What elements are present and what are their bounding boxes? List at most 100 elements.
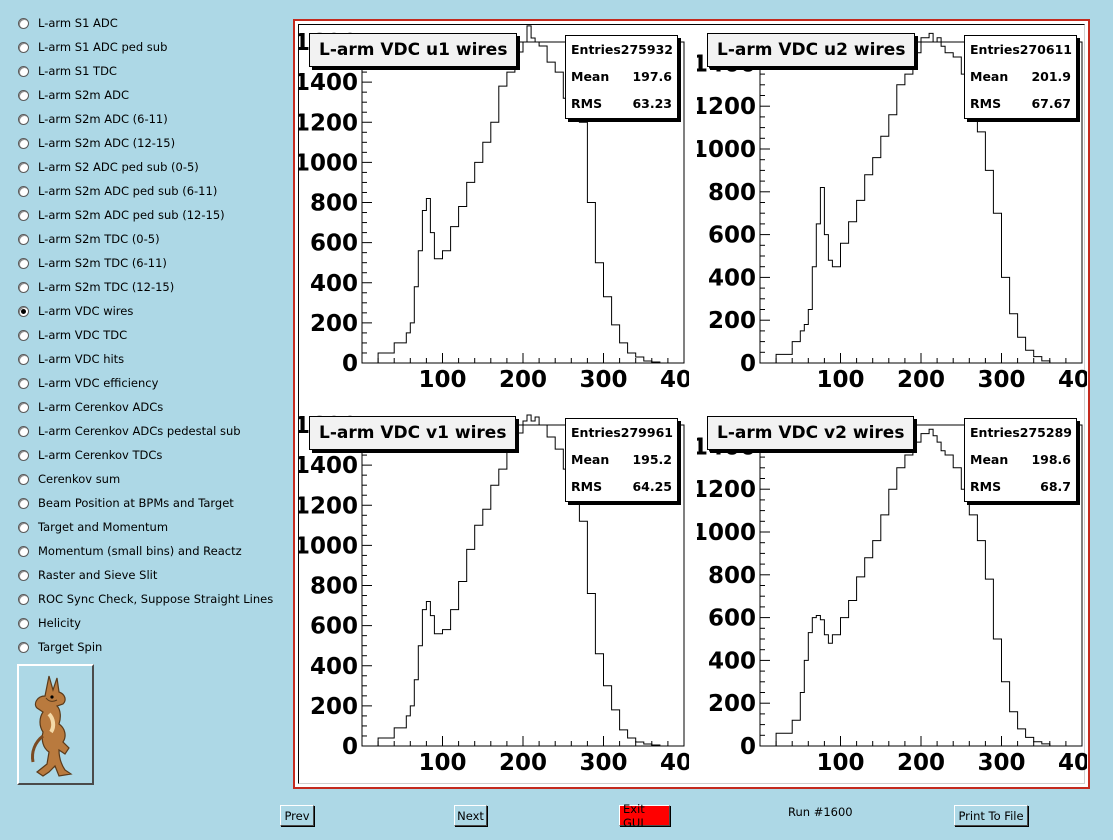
radio-option-label: L-arm Cerenkov TDCs: [38, 448, 163, 462]
radio-option[interactable]: L-arm VDC TDC: [18, 325, 127, 345]
radio-option[interactable]: Momentum (small bins) and Reactz: [18, 541, 242, 561]
radio-unchecked-icon[interactable]: [18, 377, 29, 389]
y-tick-label: 200: [708, 691, 756, 717]
radio-unchecked-icon[interactable]: [18, 257, 29, 269]
histogram-pad[interactable]: 1002003004000200400600800100012001400160…: [299, 408, 689, 791]
radio-option[interactable]: L-arm S2m ADC ped sub (12-15): [18, 205, 225, 225]
radio-unchecked-icon[interactable]: [18, 161, 29, 173]
x-tick-label: 100: [816, 750, 864, 776]
radio-unchecked-icon[interactable]: [18, 353, 29, 365]
radio-option[interactable]: L-arm S2m TDC (0-5): [18, 229, 160, 249]
radio-unchecked-icon[interactable]: [18, 65, 29, 77]
radio-option[interactable]: Helicity: [18, 613, 81, 633]
y-tick-label: 200: [708, 308, 756, 334]
next-button[interactable]: Next: [454, 805, 487, 826]
radio-option-label: Target Spin: [38, 640, 103, 654]
radio-option[interactable]: Raster and Sieve Slit: [18, 565, 157, 585]
stats-row-rms: RMS 68.7: [970, 477, 1071, 497]
radio-unchecked-icon[interactable]: [18, 41, 29, 53]
radio-unchecked-icon[interactable]: [18, 449, 29, 461]
radio-unchecked-icon[interactable]: [18, 545, 29, 557]
x-tick-label: 400: [660, 750, 689, 776]
stats-label: Mean: [970, 69, 1009, 84]
y-tick-label: 1200: [299, 493, 358, 519]
histogram-pad[interactable]: 1002003004000200400600800100012001400L-a…: [697, 25, 1087, 408]
stats-label: RMS: [571, 96, 603, 111]
radio-option[interactable]: L-arm S2 ADC ped sub (0-5): [18, 157, 199, 177]
logo-button[interactable]: [17, 664, 94, 785]
radio-unchecked-icon[interactable]: [18, 233, 29, 245]
radio-unchecked-icon[interactable]: [18, 425, 29, 437]
radio-unchecked-icon[interactable]: [18, 113, 29, 125]
radio-unchecked-icon[interactable]: [18, 521, 29, 533]
radio-option-label: L-arm S1 ADC ped sub: [38, 40, 168, 54]
canvas-inner: 1002003004000200400600800100012001400160…: [298, 24, 1087, 784]
radio-option[interactable]: L-arm Cerenkov TDCs: [18, 445, 162, 465]
print-to-file-button[interactable]: Print To File: [954, 805, 1028, 826]
radio-unchecked-icon[interactable]: [18, 89, 29, 101]
radio-option[interactable]: L-arm S2m TDC (6-11): [18, 253, 167, 273]
radio-unchecked-icon[interactable]: [18, 593, 29, 605]
radio-unchecked-icon[interactable]: [18, 209, 29, 221]
stats-value: 275289: [1019, 425, 1072, 440]
radio-checked-icon[interactable]: [18, 305, 29, 317]
x-tick-label: 400: [1058, 750, 1087, 776]
radio-unchecked-icon[interactable]: [18, 185, 29, 197]
stats-value: 275932: [620, 42, 673, 57]
radio-option[interactable]: Target Spin: [18, 637, 102, 657]
radio-unchecked-icon[interactable]: [18, 569, 29, 581]
histogram-canvas[interactable]: 1002003004000200400600800100012001400160…: [293, 19, 1090, 789]
histogram-pad[interactable]: 1002003004000200400600800100012001400L-a…: [697, 408, 1087, 791]
radio-option[interactable]: L-arm S2m TDC (12-15): [18, 277, 174, 297]
radio-option[interactable]: L-arm Cerenkov ADCs pedestal sub: [18, 421, 241, 441]
radio-option[interactable]: L-arm S2m ADC: [18, 85, 129, 105]
radio-unchecked-icon[interactable]: [18, 17, 29, 29]
stats-label: RMS: [970, 479, 1002, 494]
radio-option[interactable]: L-arm S1 ADC ped sub: [18, 37, 167, 57]
radio-option[interactable]: L-arm Cerenkov ADCs: [18, 397, 163, 417]
y-tick-label: 400: [708, 648, 756, 674]
y-tick-label: 1200: [299, 110, 358, 136]
exit-gui-button[interactable]: Exit GUI: [619, 802, 670, 830]
stats-label: Entries: [970, 42, 1020, 57]
stats-label: RMS: [970, 96, 1002, 111]
stats-row-entries: Entries 275932: [571, 40, 673, 60]
radio-option[interactable]: ROC Sync Check, Suppose Straight Lines: [18, 589, 273, 609]
radio-option[interactable]: L-arm S2m ADC (6-11): [18, 109, 168, 129]
radio-unchecked-icon[interactable]: [18, 497, 29, 509]
radio-option-label: L-arm S2m ADC ped sub (6-11): [38, 184, 218, 198]
x-tick-label: 400: [1058, 367, 1087, 393]
radio-option[interactable]: Cerenkov sum: [18, 469, 120, 489]
radio-option[interactable]: Beam Position at BPMs and Target: [18, 493, 234, 513]
stats-row-mean: Mean 197.6: [571, 67, 672, 87]
stats-value: 64.25: [632, 479, 672, 494]
stats-value: 195.2: [632, 452, 672, 467]
radio-option[interactable]: L-arm S1 TDC: [18, 61, 117, 81]
radio-option[interactable]: Target and Momentum: [18, 517, 168, 537]
radio-option[interactable]: L-arm S2m ADC ped sub (6-11): [18, 181, 217, 201]
radio-option[interactable]: L-arm VDC wires: [18, 301, 133, 321]
x-tick-label: 200: [897, 367, 945, 393]
x-tick-label: 200: [499, 367, 547, 393]
radio-unchecked-icon[interactable]: [18, 137, 29, 149]
x-tick-label: 300: [977, 367, 1025, 393]
radio-option[interactable]: L-arm S1 ADC: [18, 13, 118, 33]
radio-unchecked-icon[interactable]: [18, 473, 29, 485]
radio-unchecked-icon[interactable]: [18, 401, 29, 413]
radio-option[interactable]: L-arm S2m ADC (12-15): [18, 133, 175, 153]
radio-option[interactable]: L-arm VDC efficiency: [18, 373, 158, 393]
radio-unchecked-icon[interactable]: [18, 617, 29, 629]
radio-unchecked-icon[interactable]: [18, 281, 29, 293]
radio-option[interactable]: L-arm VDC hits: [18, 349, 124, 369]
histogram-plot: 1002003004000200400600800100012001400: [697, 32, 1087, 393]
prev-button[interactable]: Prev: [280, 805, 314, 826]
radio-option-label: L-arm S2m ADC (6-11): [38, 112, 168, 126]
histogram-pad[interactable]: 1002003004000200400600800100012001400160…: [299, 25, 689, 408]
y-tick-label: 0: [342, 351, 358, 377]
histogram-plot: 1002003004000200400600800100012001400160…: [299, 25, 689, 393]
radio-unchecked-icon[interactable]: [18, 641, 29, 653]
stats-label: Entries: [571, 425, 621, 440]
radio-option-label: L-arm Cerenkov ADCs: [38, 400, 164, 414]
radio-unchecked-icon[interactable]: [18, 329, 29, 341]
x-tick-label: 400: [660, 367, 689, 393]
